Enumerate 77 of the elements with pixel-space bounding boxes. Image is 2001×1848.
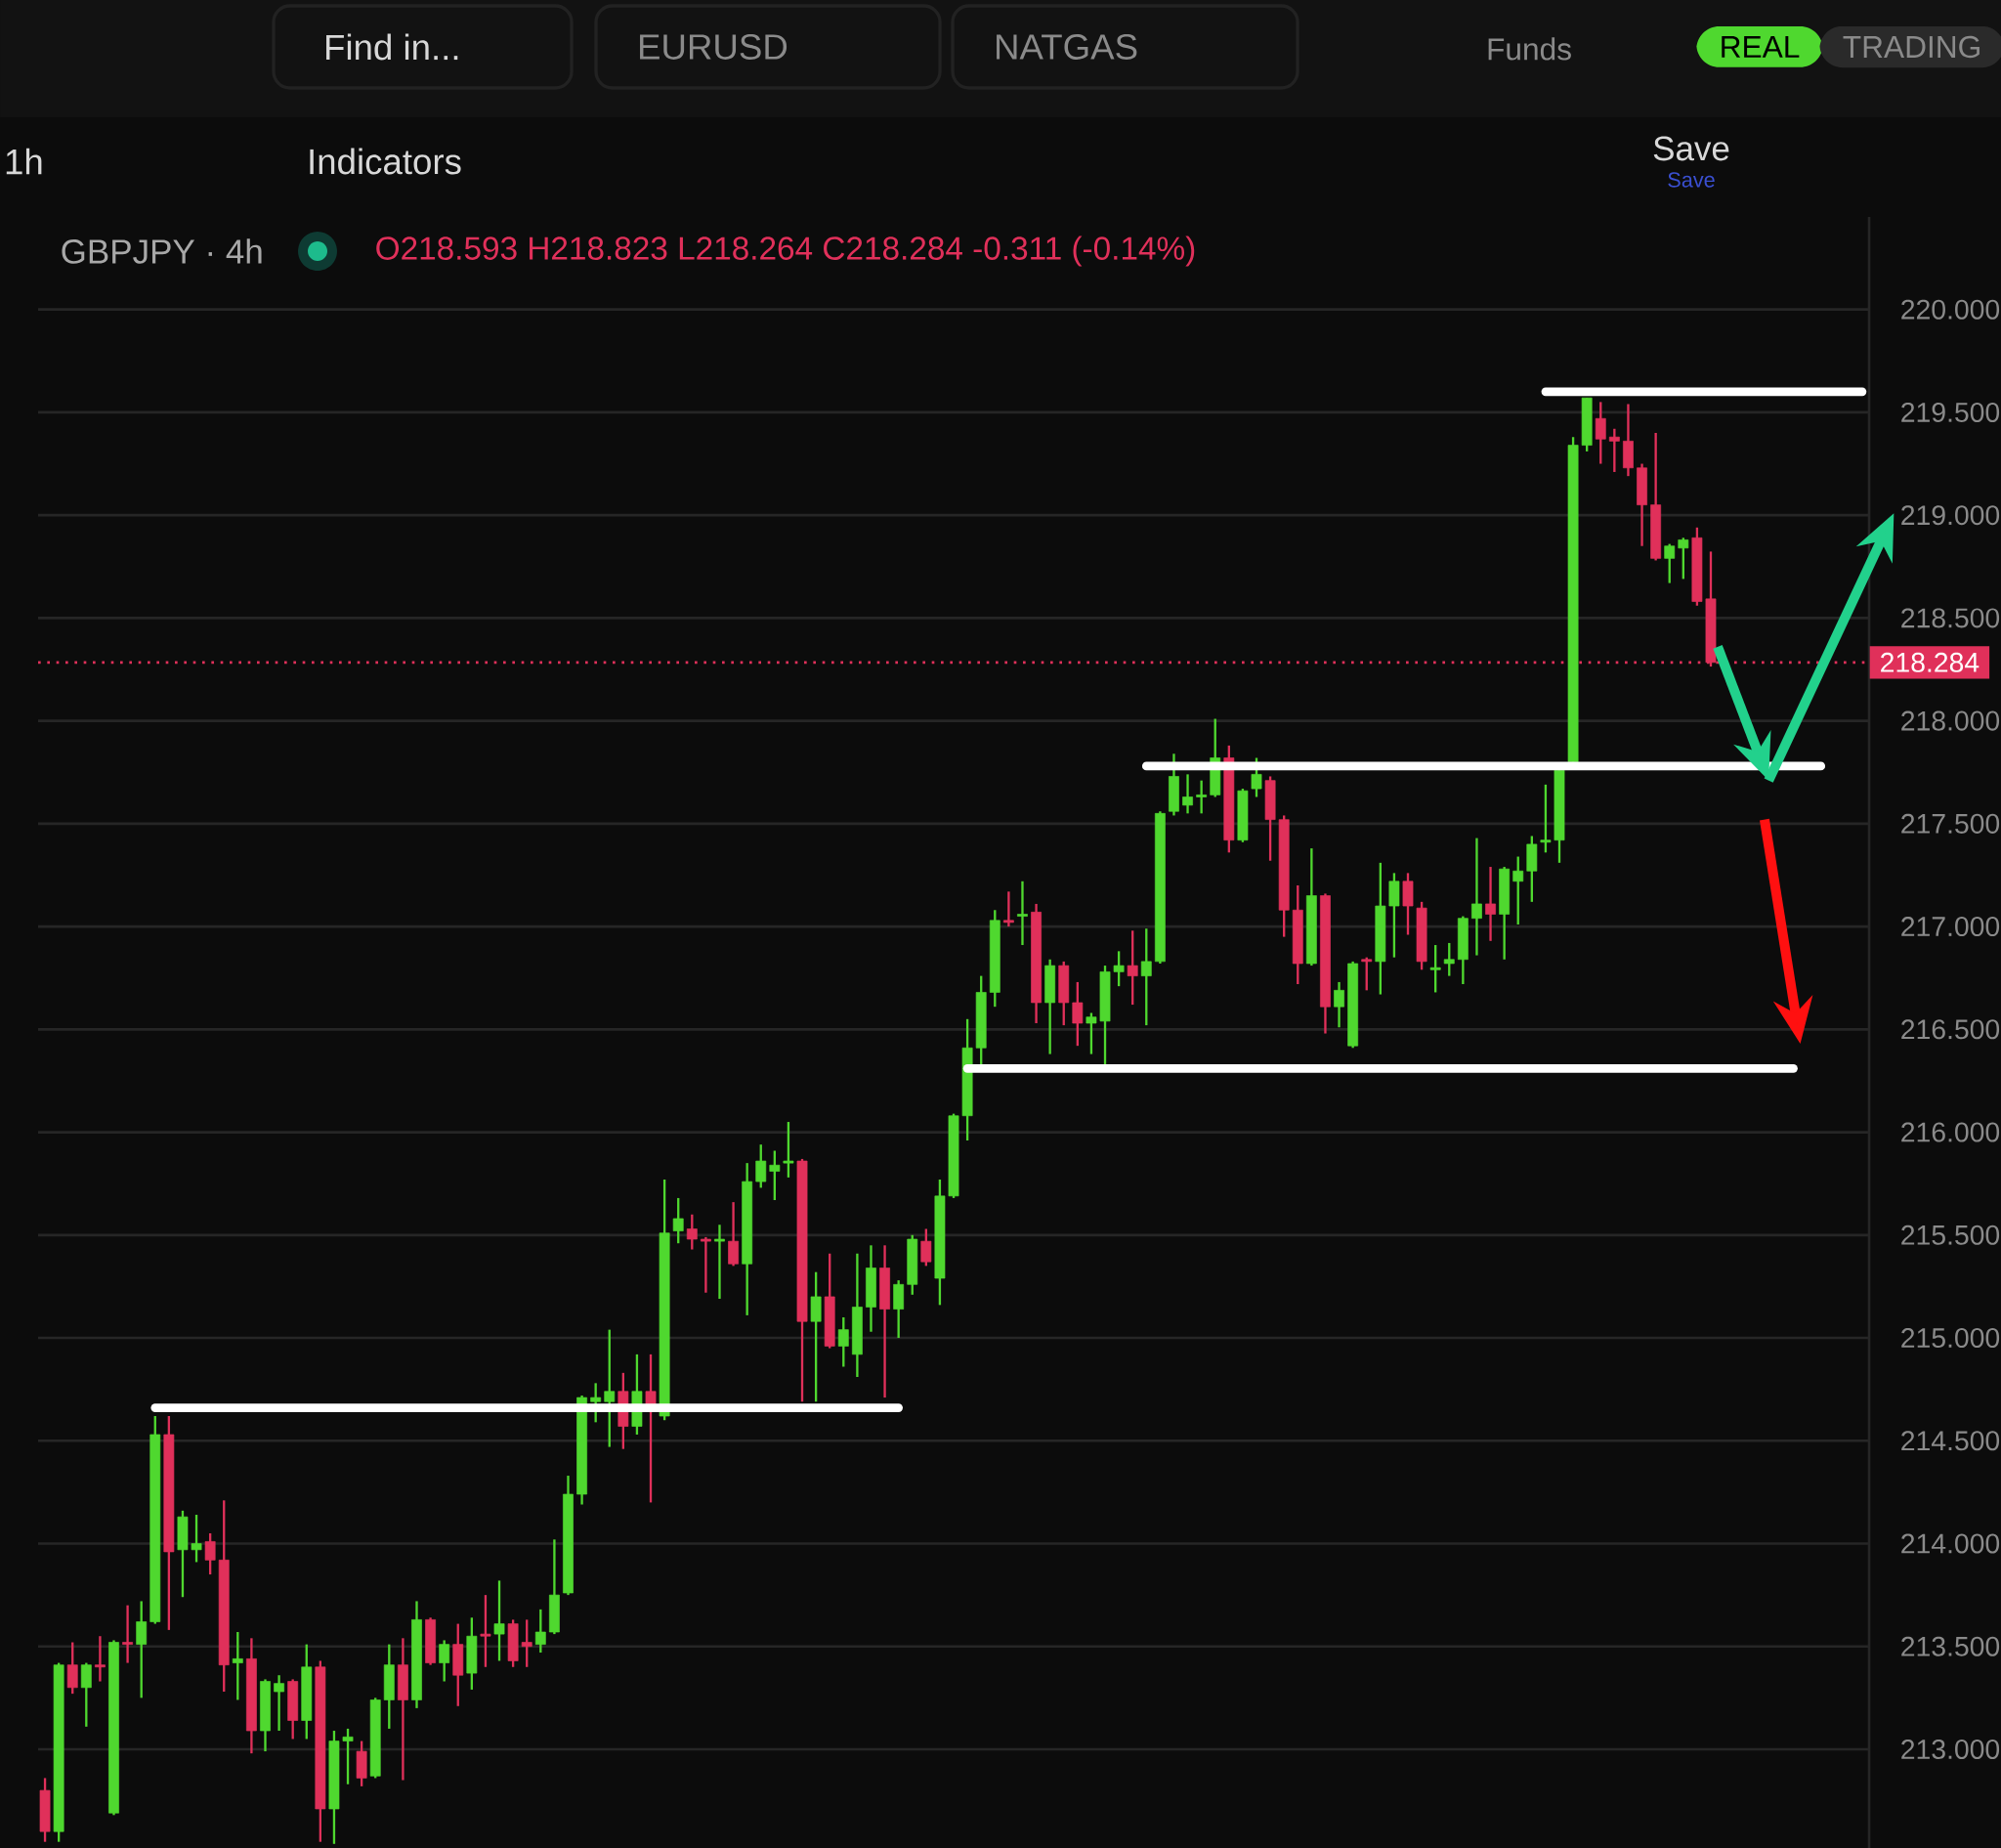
candlestick	[714, 1224, 725, 1301]
y-tick-label: 219.500	[1901, 402, 2000, 422]
candlestick	[1485, 865, 1496, 942]
y-tick-label: 214.500	[1901, 1431, 2000, 1451]
y-tick-label: 218.000	[1901, 710, 2000, 731]
candlestick	[191, 1513, 202, 1564]
text: GBPJPY · 4h	[62, 238, 262, 264]
y-tick-label: 213.500	[1901, 1636, 2000, 1656]
text: Save	[1653, 136, 1729, 161]
candlestick	[1664, 542, 1676, 584]
candlestick	[1251, 756, 1262, 798]
candlestick	[1443, 941, 1455, 977]
y-tick-label: 215.000	[1901, 1328, 2000, 1349]
y-tick-label: 217.500	[1901, 813, 2000, 834]
candlestick	[755, 1143, 767, 1189]
candlestick	[122, 1604, 134, 1664]
y-tick-label: 219.000	[1901, 505, 2000, 526]
candlestick	[1595, 401, 1606, 465]
candlestick	[1512, 855, 1524, 926]
candlestick	[66, 1641, 78, 1696]
candlestick	[95, 1635, 106, 1683]
text: Find in...	[326, 33, 458, 61]
candlestick	[1196, 779, 1208, 815]
ref-line-label: 218.284	[1881, 652, 1980, 672]
candlestick	[1182, 773, 1193, 815]
candlestick	[534, 1608, 546, 1655]
candlestick	[493, 1579, 505, 1662]
y-tick-label: 215.500	[1901, 1225, 2000, 1245]
candlestick	[204, 1531, 216, 1576]
y-tick-label: 216.500	[1901, 1019, 2000, 1040]
candlestick	[728, 1200, 739, 1268]
candlestick	[232, 1630, 243, 1701]
candlestick	[1140, 927, 1152, 1027]
y-tick-label: 218.500	[1901, 608, 2000, 628]
candlestick	[769, 1149, 781, 1202]
candlestick	[1072, 980, 1084, 1048]
y-tick-label: 217.000	[1901, 917, 2000, 937]
candlestick	[274, 1674, 284, 1733]
candlestick	[1127, 929, 1138, 1007]
text: REAL	[1722, 36, 1800, 58]
candlestick	[604, 1328, 616, 1448]
candlestick	[1361, 956, 1373, 992]
candlestick	[1471, 837, 1482, 957]
y-tick-label: 214.000	[1901, 1533, 2000, 1554]
candlestick	[1678, 537, 1689, 580]
candlestick	[590, 1382, 602, 1424]
text: O218.593 H218.823 L218.264 C218.284 -0.311 (-0.14%)	[376, 236, 1195, 267]
text: Save	[1668, 172, 1715, 188]
text: TRADING	[1843, 35, 1980, 59]
y-tick-label: 220.000	[1901, 299, 2000, 320]
y-tick-label: 216.000	[1901, 1122, 2000, 1142]
text: EURUSD	[640, 34, 788, 60]
candlestick	[1429, 943, 1441, 994]
candlestick	[1540, 783, 1552, 854]
candlestick	[1017, 880, 1028, 947]
candlestick	[783, 1120, 794, 1180]
candlestick	[480, 1593, 491, 1668]
candlestick	[1334, 980, 1344, 1029]
candlestick	[672, 1196, 684, 1245]
text: 1h	[6, 148, 42, 175]
candlestick	[1086, 1011, 1097, 1055]
candlestick	[80, 1661, 92, 1728]
candlestick	[136, 1600, 148, 1699]
candlestick	[521, 1618, 532, 1668]
candlestick	[700, 1235, 711, 1294]
candlestick	[342, 1727, 354, 1785]
candlestick	[1002, 890, 1014, 928]
candlestick	[439, 1639, 450, 1683]
candlestick	[686, 1213, 698, 1251]
text: NATGAS	[997, 34, 1137, 60]
text: Indicators	[310, 148, 461, 175]
candlestick	[920, 1227, 932, 1268]
candlestick	[1608, 427, 1620, 474]
candlestick	[837, 1315, 849, 1368]
y-tick-label: 213.000	[1901, 1739, 2000, 1759]
candlestick	[1113, 950, 1125, 988]
text: Funds	[1488, 37, 1571, 61]
